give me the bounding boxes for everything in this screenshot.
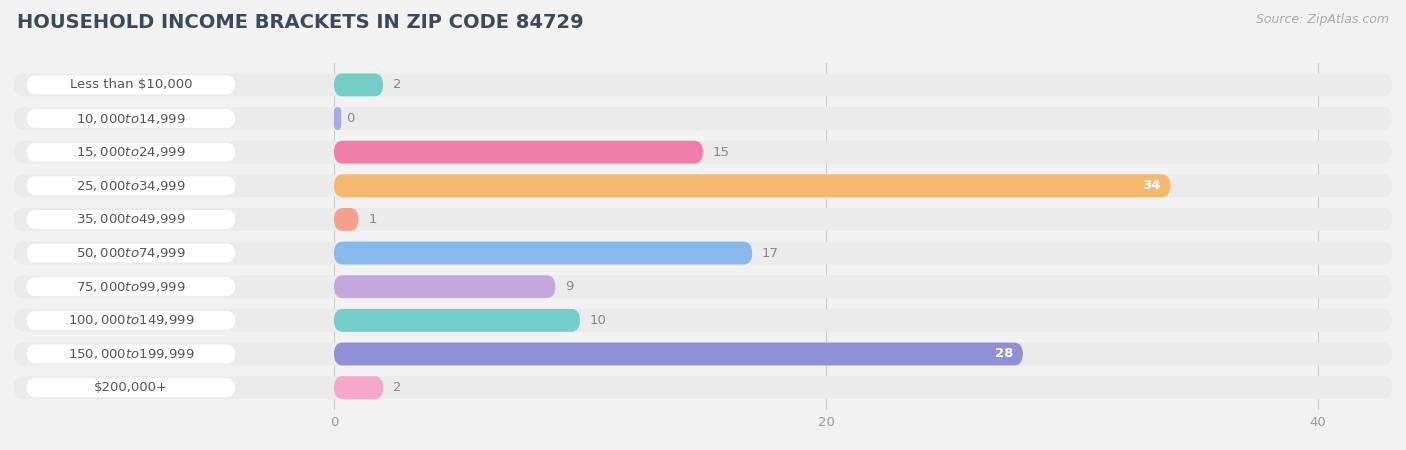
FancyBboxPatch shape (14, 309, 1392, 332)
FancyBboxPatch shape (335, 73, 382, 96)
Text: $15,000 to $24,999: $15,000 to $24,999 (76, 145, 186, 159)
FancyBboxPatch shape (14, 208, 1392, 231)
FancyBboxPatch shape (335, 376, 382, 399)
FancyBboxPatch shape (14, 275, 1392, 298)
FancyBboxPatch shape (14, 242, 1392, 265)
Text: $200,000+: $200,000+ (94, 381, 167, 394)
FancyBboxPatch shape (335, 141, 703, 164)
Text: 9: 9 (565, 280, 574, 293)
Text: 0: 0 (346, 112, 354, 125)
FancyBboxPatch shape (14, 107, 1392, 130)
FancyBboxPatch shape (335, 208, 359, 231)
Text: Source: ZipAtlas.com: Source: ZipAtlas.com (1256, 14, 1389, 27)
FancyBboxPatch shape (335, 309, 581, 332)
FancyBboxPatch shape (335, 242, 752, 265)
FancyBboxPatch shape (14, 141, 1392, 164)
FancyBboxPatch shape (27, 109, 236, 128)
Text: $35,000 to $49,999: $35,000 to $49,999 (76, 212, 186, 226)
FancyBboxPatch shape (14, 342, 1392, 365)
FancyBboxPatch shape (14, 73, 1392, 96)
FancyBboxPatch shape (27, 311, 236, 330)
FancyBboxPatch shape (335, 174, 1171, 197)
FancyBboxPatch shape (27, 345, 236, 364)
FancyBboxPatch shape (335, 342, 1024, 365)
FancyBboxPatch shape (27, 210, 236, 229)
Text: $10,000 to $14,999: $10,000 to $14,999 (76, 112, 186, 126)
FancyBboxPatch shape (335, 107, 342, 130)
FancyBboxPatch shape (27, 143, 236, 162)
Text: 15: 15 (713, 146, 730, 159)
Text: 28: 28 (994, 347, 1014, 360)
Text: 34: 34 (1142, 179, 1161, 192)
FancyBboxPatch shape (14, 174, 1392, 197)
Text: HOUSEHOLD INCOME BRACKETS IN ZIP CODE 84729: HOUSEHOLD INCOME BRACKETS IN ZIP CODE 84… (17, 14, 583, 32)
FancyBboxPatch shape (27, 176, 236, 195)
Text: $50,000 to $74,999: $50,000 to $74,999 (76, 246, 186, 260)
FancyBboxPatch shape (27, 243, 236, 262)
Text: $150,000 to $199,999: $150,000 to $199,999 (67, 347, 194, 361)
Text: $25,000 to $34,999: $25,000 to $34,999 (76, 179, 186, 193)
FancyBboxPatch shape (27, 378, 236, 397)
Text: 2: 2 (394, 78, 402, 91)
FancyBboxPatch shape (27, 277, 236, 296)
Text: 2: 2 (394, 381, 402, 394)
Text: Less than $10,000: Less than $10,000 (70, 78, 193, 91)
Text: $100,000 to $149,999: $100,000 to $149,999 (67, 313, 194, 327)
Text: 10: 10 (591, 314, 607, 327)
Text: $75,000 to $99,999: $75,000 to $99,999 (76, 280, 186, 294)
FancyBboxPatch shape (27, 76, 236, 94)
FancyBboxPatch shape (335, 275, 555, 298)
Text: 1: 1 (368, 213, 377, 226)
FancyBboxPatch shape (14, 376, 1392, 399)
Text: 17: 17 (762, 247, 779, 260)
